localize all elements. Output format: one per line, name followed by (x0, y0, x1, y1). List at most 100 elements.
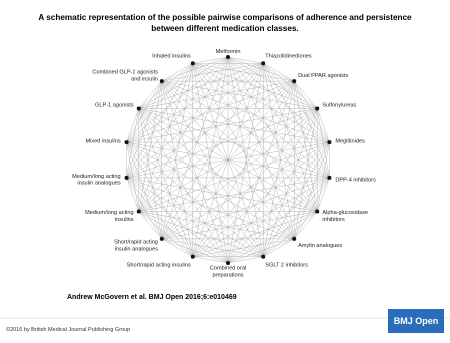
node (292, 236, 297, 241)
node-label: Metformin (216, 49, 241, 55)
edge (126, 108, 139, 143)
edge (138, 177, 330, 212)
edge (126, 177, 229, 264)
node (292, 79, 297, 84)
node (124, 175, 129, 180)
edge (192, 177, 330, 257)
edge (126, 108, 139, 178)
edge (126, 141, 318, 212)
node-label: DPP-4 inhibitors (335, 177, 376, 183)
edge (138, 211, 229, 264)
edge (138, 63, 193, 109)
edge (192, 238, 295, 257)
edge (161, 63, 264, 82)
edge (138, 108, 264, 257)
edge (192, 63, 318, 109)
edge (161, 211, 318, 240)
node-label: Combined GLP-1 agonists (92, 70, 158, 76)
node (327, 140, 332, 145)
node (190, 254, 195, 259)
node (315, 209, 320, 214)
edge (263, 108, 318, 257)
edge (126, 63, 264, 143)
edge (138, 80, 295, 109)
edge (227, 56, 318, 109)
edge (227, 56, 264, 64)
edge (138, 108, 330, 143)
logo: BMJ Open (394, 316, 439, 326)
node-label: Medium/long acting (72, 174, 121, 180)
edge (126, 63, 193, 178)
edge (263, 63, 318, 212)
node-label: insulin analogues (115, 246, 158, 252)
edge (138, 81, 162, 212)
node-label: Short/rapid acting (114, 240, 158, 246)
edge (126, 56, 229, 178)
edge (138, 211, 264, 257)
edge (161, 80, 318, 109)
node-label: Amylin analogues (298, 243, 342, 249)
edge (227, 81, 295, 264)
edge (161, 81, 264, 257)
edge (126, 177, 139, 212)
edge (126, 177, 318, 212)
edge (192, 63, 295, 239)
node (261, 254, 266, 259)
edge (138, 108, 193, 257)
node (136, 106, 141, 111)
edge (294, 211, 318, 240)
edge (161, 80, 330, 179)
title-line: A schematic representation of the possib… (38, 13, 412, 22)
edge (192, 256, 229, 264)
edge (227, 142, 330, 264)
edge (192, 63, 318, 212)
node-label: Alpha-glucosidase (322, 210, 368, 216)
edge (138, 108, 229, 264)
edge (192, 63, 229, 264)
edge (294, 80, 318, 109)
edge (227, 56, 330, 178)
footer: ©2016 by British Medical Journal Publish… (6, 326, 130, 333)
edge (138, 56, 229, 109)
node-label: insulin analogues (77, 181, 120, 187)
node-label: and insulin (131, 76, 158, 82)
edge (263, 63, 330, 143)
edge (126, 142, 193, 257)
node (226, 55, 230, 59)
edge (192, 63, 295, 82)
node-label: Meglitinides (335, 139, 365, 145)
edge (227, 211, 318, 264)
node-label: Sulfonylureas (322, 103, 356, 109)
edge (138, 108, 330, 179)
edge (126, 177, 193, 257)
node (159, 79, 164, 84)
node-label: inhibitors (322, 217, 345, 223)
edge (227, 56, 295, 239)
edge (192, 108, 318, 257)
node (159, 236, 164, 241)
edge (263, 238, 295, 257)
nodes: Metformin Thiazolidinediones Dual PPAR ago… (72, 49, 376, 278)
node (315, 106, 320, 111)
edge (161, 81, 193, 257)
edge (138, 211, 162, 240)
edge (161, 141, 330, 240)
edges (126, 56, 330, 264)
edge (126, 81, 162, 178)
node-label: preparations (212, 272, 243, 278)
edge (161, 238, 193, 257)
edge (161, 63, 193, 82)
edge (263, 63, 295, 82)
edge (138, 63, 264, 212)
edge (161, 63, 193, 239)
edge (126, 141, 264, 257)
edge (227, 256, 264, 264)
edge (138, 211, 295, 240)
edge (317, 108, 330, 143)
node-label: Short/rapid acting insulins (127, 262, 191, 268)
edge (126, 177, 162, 239)
node-label: GLP-1 agonists (95, 103, 134, 109)
edge (192, 63, 264, 257)
node-label: Mixed insulins (86, 139, 121, 145)
